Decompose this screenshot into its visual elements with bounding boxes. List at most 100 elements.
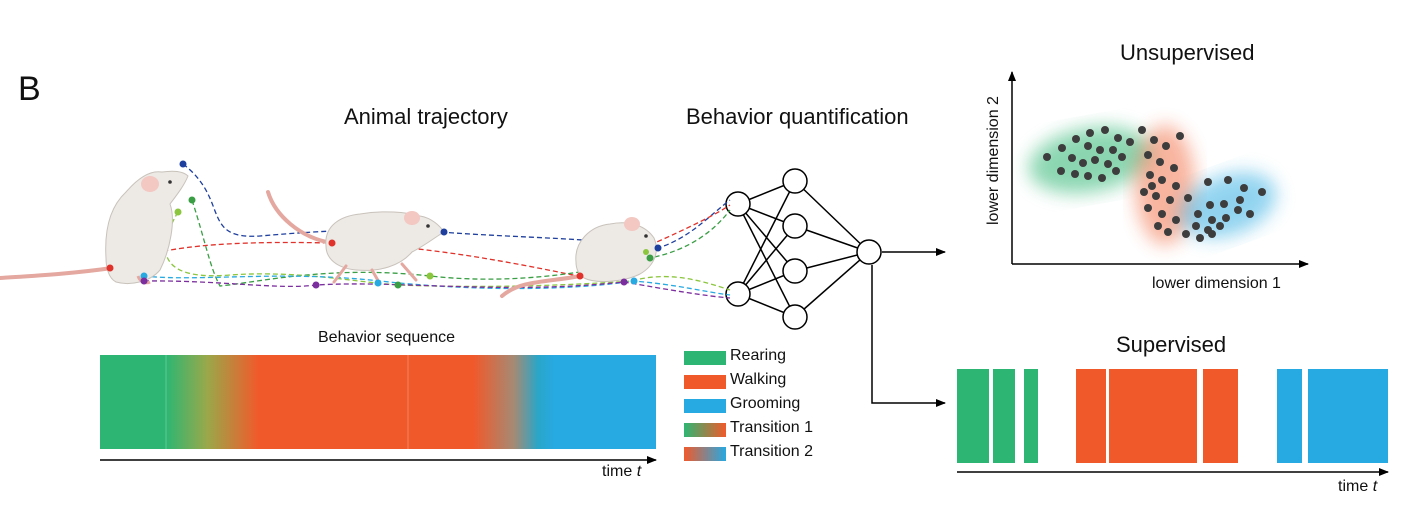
scatter-point [1166,196,1174,204]
scatter-point [1246,210,1254,218]
panel-letter: B [18,70,41,108]
title-supervised: Supervised [1116,332,1227,357]
network-edge [794,225,870,253]
segment-grooming [553,355,656,449]
hidden-node [782,168,808,194]
segment-walking [1203,369,1238,463]
segment-grooming [1277,369,1302,463]
time-word: time [602,463,633,480]
scatter-point [1158,210,1166,218]
scatter-point [1144,151,1152,159]
segment-rearing [957,369,989,463]
scatter-point [1071,170,1079,178]
legend-swatch-rearing [684,351,726,365]
arrow-to-supervised [871,265,946,407]
scatter-points [1043,126,1266,242]
segment-rearing [1024,369,1038,463]
scatter-point [1194,210,1202,218]
time-axis-label-supervised: time t [1338,478,1377,496]
scatter-point [1140,188,1148,196]
legend-label: Rearing [730,347,787,364]
scatter-point [1208,216,1216,224]
scatter-point [1101,126,1109,134]
trajectory-green [191,199,731,287]
scatter-point [1114,134,1122,142]
scatter-point [1150,136,1158,144]
hidden-node [782,258,808,284]
network-edge [794,180,870,253]
scatter-point [1156,158,1164,166]
scatter-point [1086,129,1094,137]
scatter-point [1192,222,1200,230]
scatter-point [1258,188,1266,196]
scatter-point [1220,200,1228,208]
legend-swatch-walking [684,375,726,389]
cluster-rearing [1028,126,1152,194]
mouse-rearing-icon [0,160,196,285]
scatter-point [1240,184,1248,192]
scatter-point [1176,132,1184,140]
supervised-bar [957,369,1388,463]
legend-label: Transition 1 [730,419,813,436]
scatter-point [1184,194,1192,202]
scatter-point [1224,176,1232,184]
title-behavior-quantification: Behavior quantification [686,104,909,129]
output-node [856,239,882,265]
scatter-point [1182,230,1190,238]
segment-transition-1 [166,355,258,449]
segment-rearing [993,369,1015,463]
title-unsupervised: Unsupervised [1120,40,1255,65]
scatter-point [1072,135,1080,143]
network-edge [737,180,796,295]
scatter-point [1222,214,1230,222]
scatter-point [1144,204,1152,212]
scatter-point [1058,144,1066,152]
scatter-point [1206,201,1214,209]
segment-walking [1076,369,1106,463]
legend-label: Transition 2 [730,443,813,460]
scatter-point [1118,153,1126,161]
scatter-point [1079,159,1087,167]
hidden-node [782,213,808,239]
legend-label: Walking [730,371,787,388]
scatter-point [1204,178,1212,186]
scatter-point [1164,228,1172,236]
scatter-point [1084,172,1092,180]
mouse-walking-icon [266,190,448,289]
title-behavior-sequence: Behavior sequence [318,329,455,346]
legend-swatch-grooming [684,399,726,413]
scatter-point [1172,216,1180,224]
trajectory-purple [143,280,731,299]
x-axis-label-lower-dimension-1: lower dimension 1 [1152,275,1281,292]
network-edge [737,225,796,295]
legend-swatch-transition-1 [684,423,726,437]
scatter-point [1057,167,1065,175]
segment-walking [258,355,408,449]
title-animal-trajectory: Animal trajectory [344,104,508,129]
scatter-point [1170,164,1178,172]
legend-label: Grooming [730,395,801,412]
segment-grooming [1308,369,1388,463]
scatter-point [1112,167,1120,175]
scatter-point [1068,154,1076,162]
hidden-node [782,304,808,330]
scatter-point [1148,182,1156,190]
segment-walking [408,355,474,449]
scatter-point [1043,153,1051,161]
scatter-point [1154,222,1162,230]
scatter-point [1208,230,1216,238]
scatter-point [1234,206,1242,214]
scatter-point [1138,126,1146,134]
scatter-point [1152,192,1160,200]
time-word: time [1338,478,1369,495]
scatter-point [1126,138,1134,146]
segment-rearing [100,355,166,449]
scatter-point [1236,196,1244,204]
network-edge [794,251,870,318]
trajectory-lightgreen [164,211,731,291]
mouse-grooming-icon [500,217,662,298]
scatter-point [1162,142,1170,150]
segment-walking [1109,369,1197,463]
scatter-point [1084,142,1092,150]
